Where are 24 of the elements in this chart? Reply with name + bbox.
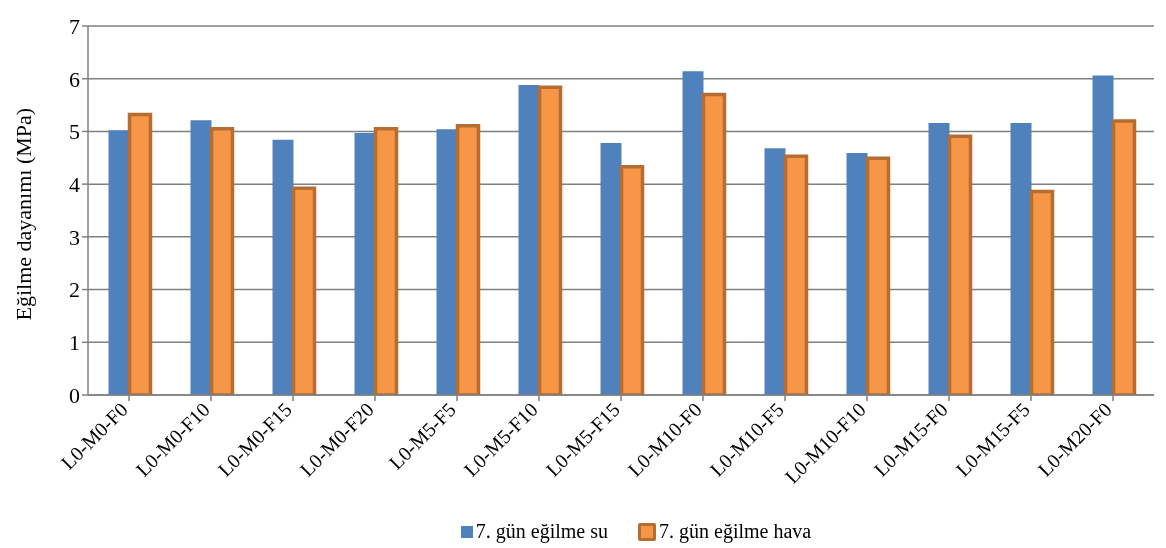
bar	[108, 130, 130, 395]
y-tick-label: 2	[69, 277, 80, 303]
y-tick-label: 7	[69, 13, 80, 39]
y-tick-label: 5	[69, 119, 80, 145]
y-axis-title: Eğilme dayanımı (MPa)	[10, 107, 36, 321]
legend-label: 7. gün eğilme su	[474, 520, 609, 543]
bar	[272, 139, 294, 395]
y-tick-label: 0	[69, 382, 80, 408]
bar	[1092, 75, 1114, 395]
y-tick-label: 3	[69, 224, 80, 250]
bar	[682, 71, 704, 395]
legend-label: 7. gün eğilme hava	[658, 520, 812, 543]
bar	[518, 85, 540, 395]
bar	[354, 133, 376, 395]
bar	[600, 143, 622, 395]
y-tick-label: 6	[69, 66, 80, 92]
y-tick-label: 1	[69, 330, 80, 356]
bar	[764, 148, 786, 395]
bar	[928, 122, 950, 395]
bar	[1010, 122, 1032, 395]
y-tick-label: 4	[69, 171, 80, 197]
bar	[190, 120, 212, 395]
bar	[846, 153, 868, 395]
bar	[436, 129, 458, 395]
